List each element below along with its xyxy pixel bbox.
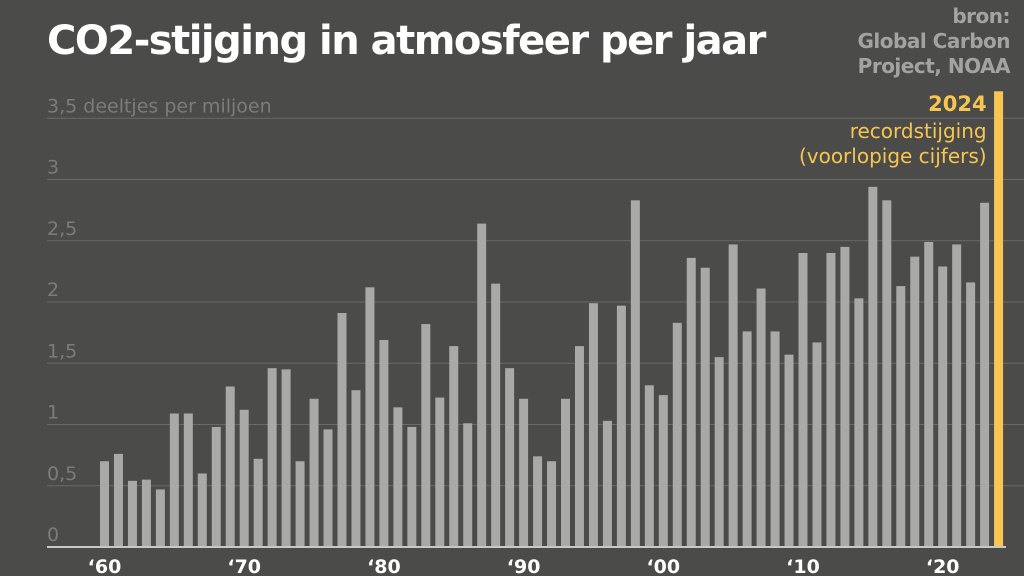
bar (616, 305, 626, 547)
bar (672, 322, 682, 547)
bar (882, 200, 892, 547)
bar (952, 244, 962, 548)
bar (155, 489, 165, 547)
bar (854, 298, 864, 547)
bar (896, 286, 906, 547)
bar (644, 385, 654, 547)
y-tick-label: 3,5 deeltjes per miljoen (47, 95, 272, 117)
bar (113, 453, 123, 547)
bar (826, 253, 836, 547)
bar (686, 257, 696, 547)
y-tick-label: 0,5 (47, 463, 77, 485)
bar (127, 480, 137, 547)
chart-title: CO2-stijging in atmosfeer per jaar (47, 18, 766, 64)
bar (100, 461, 109, 547)
bar (505, 368, 515, 547)
bar (630, 200, 640, 547)
source-note: bron: Global Carbon Project, NOAA (857, 4, 1011, 79)
bar (323, 429, 333, 547)
x-tick-label: ‘90 (507, 556, 541, 576)
bar (253, 458, 263, 547)
bar (197, 473, 207, 547)
bar (574, 346, 584, 547)
bar (966, 282, 976, 547)
bar (267, 368, 277, 547)
bar-highlight (994, 91, 1004, 548)
bar (868, 186, 878, 547)
bar (533, 456, 543, 547)
y-tick-label: 3 (47, 157, 59, 179)
bar (700, 267, 710, 547)
source-label: bron: (952, 4, 1010, 28)
bar (407, 426, 417, 547)
y-tick-label: 2,5 (47, 218, 77, 240)
bar (239, 409, 249, 547)
y-tick-label: 1,5 (47, 340, 77, 362)
bar (295, 461, 305, 547)
highlight-annotation-line-1: recordstijging (850, 119, 987, 143)
bar (169, 413, 179, 547)
bar (421, 324, 431, 547)
bar (337, 313, 347, 547)
x-tick-label: ‘70 (227, 556, 261, 576)
bar (183, 413, 193, 547)
bar (281, 369, 291, 547)
bar (742, 331, 752, 547)
bar (547, 461, 557, 547)
bar (211, 426, 221, 547)
bar (980, 202, 990, 547)
bar (435, 397, 445, 547)
bar (770, 331, 780, 547)
bar (393, 407, 403, 547)
bar (602, 420, 612, 547)
bar (491, 283, 501, 547)
bar (379, 339, 389, 547)
source-line-2: Project, NOAA (857, 54, 1011, 78)
bar (519, 398, 529, 547)
bar (588, 303, 598, 547)
x-tick-label: ‘20 (926, 556, 960, 576)
x-tick-label: ‘80 (367, 556, 401, 576)
bar (225, 386, 235, 547)
x-tick-label: ‘10 (786, 556, 820, 576)
bar (910, 256, 920, 547)
bar (351, 390, 361, 547)
bar (477, 223, 487, 547)
bar (309, 398, 319, 547)
highlight-annotation-line-2: (voorlopige cijfers) (799, 144, 987, 168)
bar (798, 253, 808, 547)
bar (938, 266, 948, 547)
bar (756, 288, 766, 547)
bar (658, 395, 668, 547)
bar (924, 241, 934, 547)
bar (365, 287, 375, 547)
bar (728, 244, 738, 548)
bar (141, 479, 151, 547)
y-tick-label: 0 (47, 524, 59, 546)
bar (449, 346, 459, 547)
bar (784, 354, 794, 547)
y-tick-label: 2 (47, 279, 59, 301)
y-tick-label: 1 (47, 402, 59, 424)
source-line-1: Global Carbon (857, 29, 1011, 53)
bar (714, 357, 724, 547)
x-tick-label: ‘60 (88, 556, 122, 576)
bar (840, 246, 850, 547)
x-tick-label: ‘00 (646, 556, 680, 576)
highlight-year-label: 2024 (928, 92, 986, 116)
bar (463, 423, 473, 547)
bar (561, 398, 571, 547)
bar (812, 342, 822, 547)
